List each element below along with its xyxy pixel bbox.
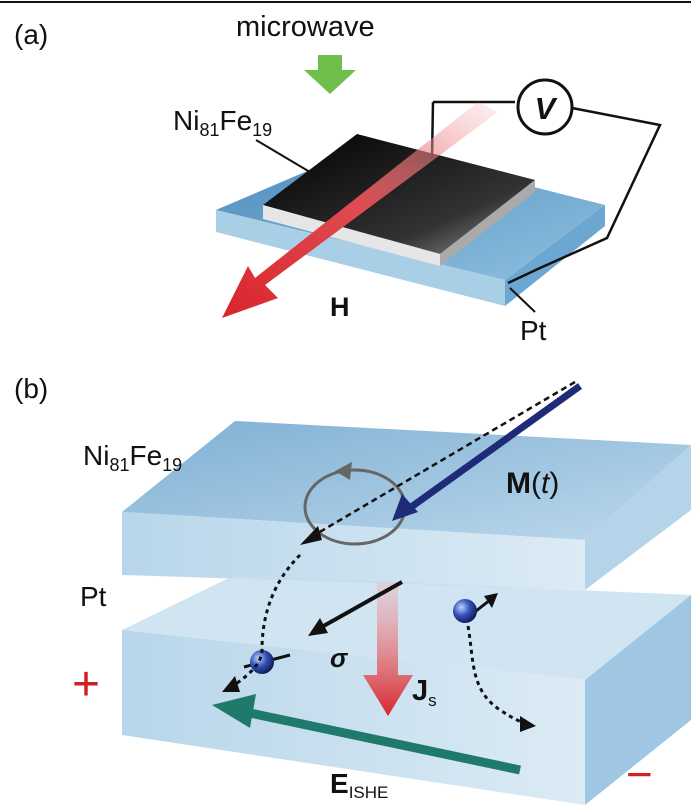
- precession-arrowhead: [335, 462, 352, 480]
- pt-slab-top: [122, 575, 691, 680]
- minus-sign: −: [626, 748, 653, 800]
- panel-a: (a) microwave V H Ni81Fe19 Pt: [14, 11, 662, 346]
- pt-leader: [509, 287, 536, 313]
- pt-label-a: Pt: [520, 315, 547, 346]
- electron-right: [453, 599, 477, 623]
- electron-left-arrowhead: [222, 676, 240, 692]
- spin-current-arrow: [363, 582, 413, 716]
- nife-film-side: [440, 180, 535, 266]
- panel-b: (b) M(t) Ni81Fe19 Pt + − EISHE Js: [14, 373, 691, 805]
- e-ishe-label: EISHE: [330, 768, 388, 802]
- voltmeter-icon: [516, 78, 574, 136]
- panel-b-tag: (b): [14, 373, 48, 404]
- nife-film-top: [263, 134, 535, 254]
- nife-label-b: Ni81Fe19: [83, 440, 182, 475]
- sigma-arrowhead: [308, 618, 328, 636]
- electron-right-arrowhead: [520, 716, 536, 732]
- voltmeter-label: V: [535, 91, 558, 126]
- e-ishe-arrow: [249, 708, 521, 775]
- nife-film-front: [263, 205, 440, 266]
- electron-right-spin-head: [484, 593, 498, 608]
- pt-substrate-front: [216, 210, 505, 306]
- pt-label-b: Pt: [80, 581, 107, 612]
- magnetization-label: M(t): [506, 467, 559, 500]
- microwave-arrow: [304, 55, 356, 94]
- nife-leader: [255, 139, 321, 179]
- panel-a-tag: (a): [14, 19, 48, 50]
- h-field-label: H: [330, 292, 350, 322]
- electron-right-path: [466, 625, 529, 726]
- spin-current-label: Js: [412, 675, 437, 710]
- magnetization-arrow: [397, 383, 583, 518]
- sigma-label: σ: [330, 643, 349, 673]
- sigma-arrow: [319, 580, 403, 630]
- plus-sign: +: [72, 658, 100, 711]
- wire-right: [507, 106, 662, 285]
- microwave-label: microwave: [236, 11, 375, 43]
- nife-slab-front: [122, 512, 585, 590]
- pt-slab-side: [585, 595, 691, 805]
- projection-arrowhead: [300, 526, 322, 545]
- h-field-arrow: [222, 102, 498, 318]
- nife-slab-side: [585, 445, 691, 590]
- e-ishe-arrowhead: [212, 694, 256, 728]
- nife-label-a: Ni81Fe19: [173, 105, 272, 140]
- magnetization-arrowhead: [392, 494, 418, 521]
- electron-left-path: [229, 553, 302, 690]
- electron-left: [250, 650, 274, 674]
- pt-substrate-side: [505, 205, 605, 306]
